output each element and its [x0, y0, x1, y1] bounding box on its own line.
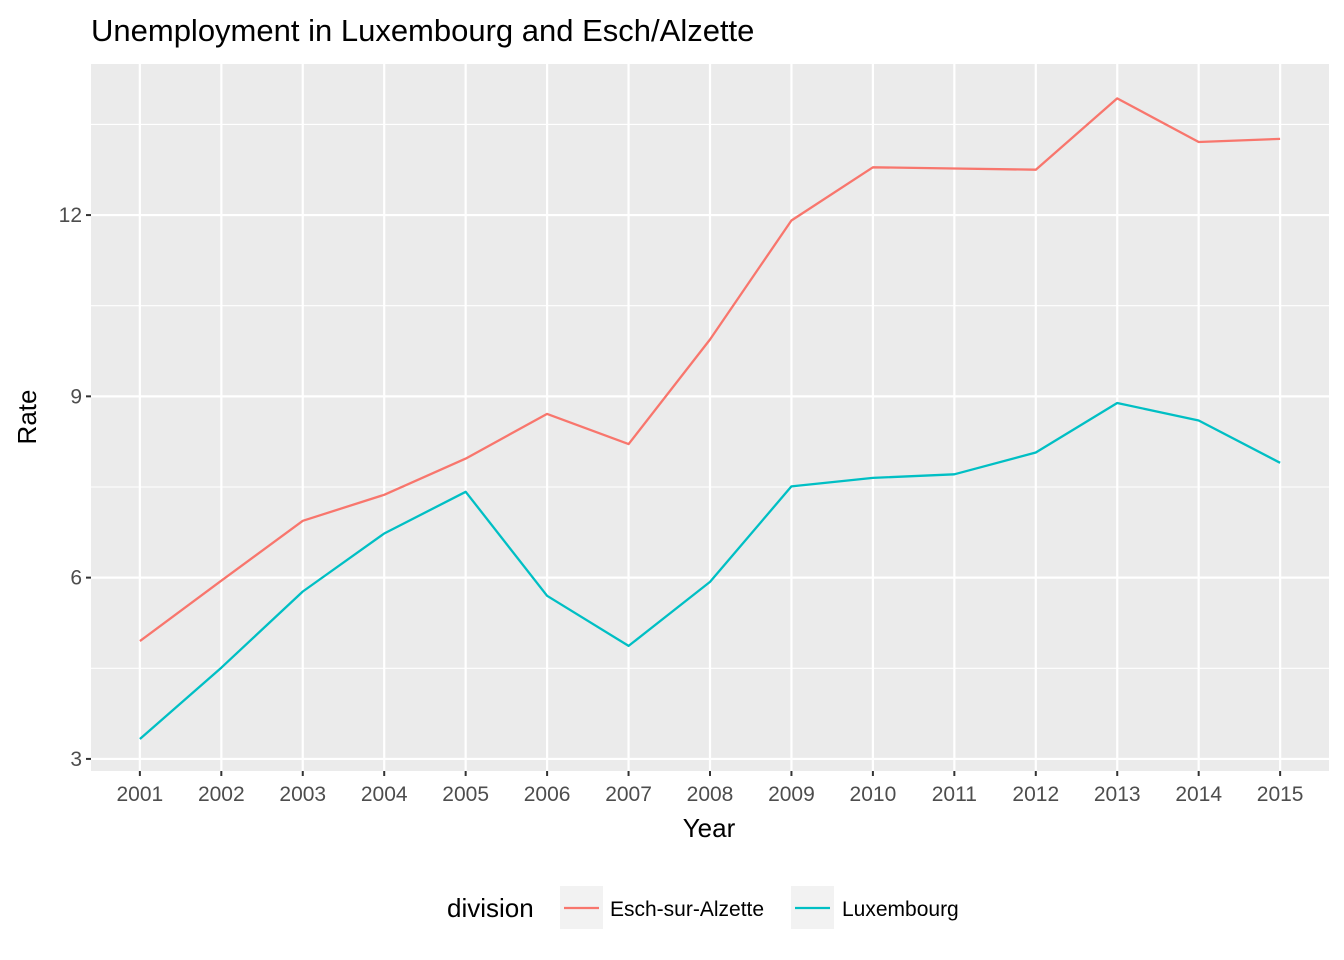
legend-label-luxembourg: Luxembourg — [842, 898, 959, 921]
y-axis: 3 6 9 12 — [59, 204, 91, 771]
legend: division Esch-sur-Alzette Luxembourg — [447, 886, 959, 929]
x-tick-label: 2013 — [1094, 783, 1141, 806]
y-tick-label: 6 — [70, 567, 82, 590]
x-tick-label: 2014 — [1175, 783, 1222, 806]
x-tick-label: 2005 — [442, 783, 489, 806]
x-tick-label: 2001 — [117, 783, 164, 806]
x-tick-label: 2002 — [198, 783, 245, 806]
legend-item-luxembourg: Luxembourg — [791, 886, 959, 929]
legend-title: division — [447, 893, 534, 923]
x-axis: 2001 2002 2003 2004 2005 2006 2007 2008 2009 2010… — [117, 771, 1304, 806]
x-tick-label: 2009 — [768, 783, 815, 806]
chart-title: Unemployment in Luxembourg and Esch/Alze… — [91, 13, 754, 48]
x-tick-label: 2015 — [1257, 783, 1304, 806]
x-tick-label: 2012 — [1012, 783, 1059, 806]
legend-item-esch: Esch-sur-Alzette — [560, 886, 764, 929]
series-line-luxembourg — [139, 401, 1281, 740]
grid-major — [91, 64, 1329, 771]
y-axis-title: Rate — [12, 390, 42, 445]
x-tick-label: 2010 — [850, 783, 897, 806]
x-tick-label: 2004 — [361, 783, 408, 806]
legend-label-esch: Esch-sur-Alzette — [610, 898, 764, 921]
x-tick-label: 2008 — [687, 783, 734, 806]
y-tick-label: 3 — [70, 748, 82, 771]
x-axis-title: Year — [683, 813, 736, 843]
x-tick-label: 2011 — [932, 783, 977, 806]
series-lines — [139, 97, 1281, 740]
series-line-esch-sur-alzette — [139, 97, 1281, 643]
x-tick-label: 2003 — [279, 783, 326, 806]
x-tick-label: 2007 — [605, 783, 652, 806]
y-tick-label: 9 — [70, 385, 82, 408]
y-tick-label: 12 — [59, 204, 82, 227]
x-tick-label: 2006 — [524, 783, 571, 806]
